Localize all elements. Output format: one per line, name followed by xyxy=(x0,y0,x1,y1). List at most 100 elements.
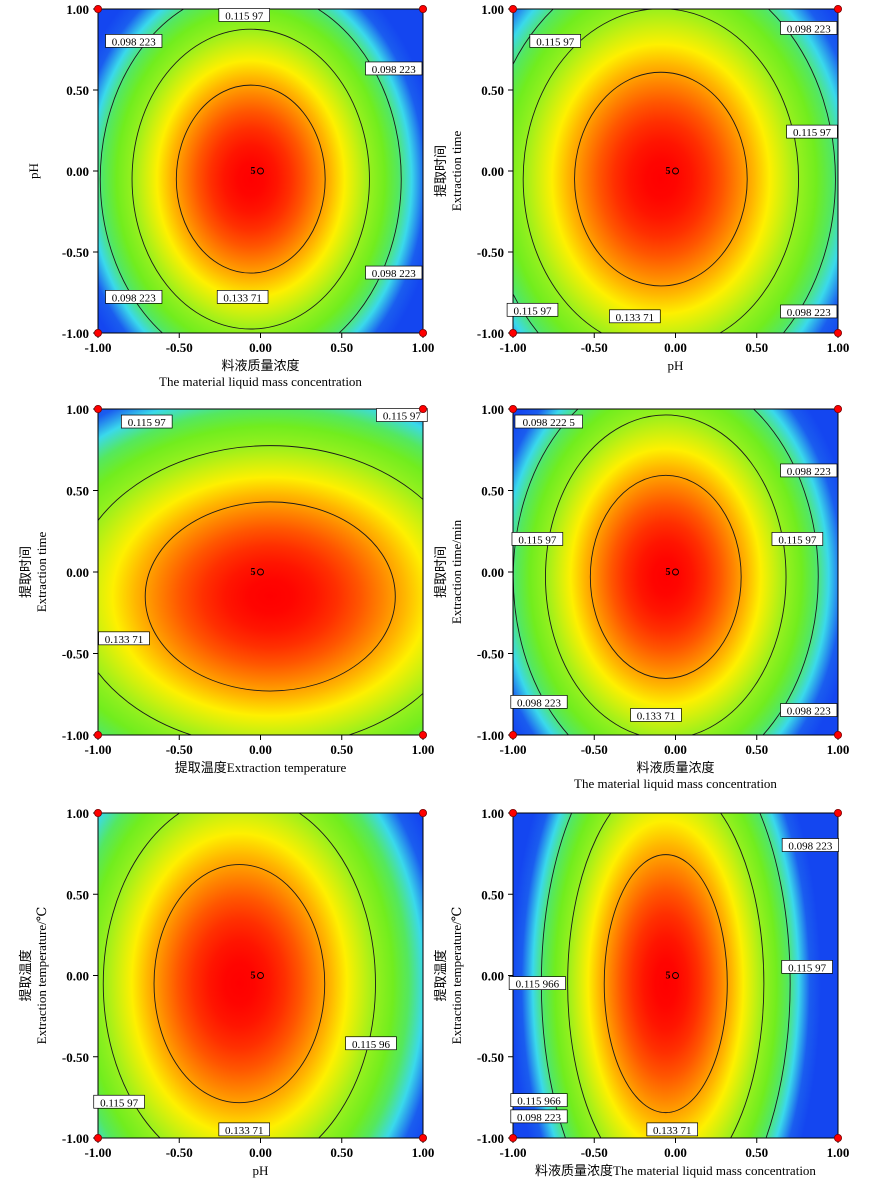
contour-label: 0.133 71 xyxy=(616,312,655,324)
contour-label: 0.115 966 xyxy=(516,979,560,991)
contour-label: 0.115 97 xyxy=(513,305,552,317)
center-point-count: 5 xyxy=(251,971,256,982)
y-axis-label: 提取时间 xyxy=(433,145,448,197)
x-axis-label: The material liquid mass concentration xyxy=(159,374,362,389)
y-tick-label: 1.00 xyxy=(66,402,89,417)
contour-label-box xyxy=(781,960,833,974)
contour-label-box xyxy=(218,8,271,22)
x-tick-label: -1.00 xyxy=(84,1145,111,1160)
contour-label-box xyxy=(771,532,824,546)
contour-label: 0.133 71 xyxy=(653,1125,692,1137)
x-tick-label: -0.50 xyxy=(581,340,608,355)
contour-label: 0.133 71 xyxy=(223,292,262,304)
x-tick-label: 0.00 xyxy=(249,742,272,757)
design-point xyxy=(834,328,843,337)
y-axis-label: Extraction time xyxy=(449,131,464,212)
contour-label-box xyxy=(630,708,682,722)
design-point xyxy=(508,404,517,413)
contour-line xyxy=(589,474,742,679)
y-tick-label: 0.00 xyxy=(481,969,504,984)
x-tick-label: -1.00 xyxy=(499,340,526,355)
x-tick-label: 1.00 xyxy=(412,340,435,355)
contour-label-box xyxy=(218,1122,271,1137)
contour-label: 0.115 966 xyxy=(517,1096,561,1108)
design-point xyxy=(418,1134,427,1143)
design-point xyxy=(508,5,517,13)
contour-label-box xyxy=(120,414,173,429)
contour-label-box xyxy=(780,304,838,319)
contour-label-box xyxy=(514,414,583,429)
x-axis-label: pH xyxy=(253,1163,269,1178)
contour-panel-4: -1.00 -0.50 0.00 0.50 1.00 -1.00 -0.50 0.00 0.50… xyxy=(433,402,849,791)
center-point xyxy=(672,167,679,175)
contour-line xyxy=(603,854,728,1114)
contour-label: 0.115 96 xyxy=(352,1039,391,1051)
contour-label: 0.133 71 xyxy=(637,710,676,722)
y-tick-label: -1.00 xyxy=(477,326,504,341)
contour-line xyxy=(102,813,376,1138)
y-axis-label: Extraction temperature/℃ xyxy=(34,907,49,1045)
y-tick-label: 0.50 xyxy=(481,83,504,98)
contour-label: 0.115 97 xyxy=(383,411,422,423)
x-tick-label: 1.00 xyxy=(827,1145,850,1160)
contour-line xyxy=(99,9,402,333)
contour-label-box xyxy=(98,631,150,646)
y-tick-label: 1.00 xyxy=(66,806,89,821)
x-tick-label: 0.00 xyxy=(249,340,272,355)
center-point-count: 5 xyxy=(251,166,256,177)
contour-label-box xyxy=(345,1036,397,1051)
contour-line xyxy=(513,9,836,333)
contour-line xyxy=(144,501,396,692)
contour-label-box xyxy=(780,463,838,478)
contour-line xyxy=(545,414,787,735)
contour-label: 0.115 97 xyxy=(793,127,832,139)
center-point-count: 5 xyxy=(666,971,671,982)
y-tick-label: 1.00 xyxy=(481,2,504,17)
contour-label: 0.098 223 xyxy=(372,64,417,76)
y-tick-label: 1.00 xyxy=(66,2,89,17)
contour-label-box xyxy=(786,124,838,139)
y-tick-label: -0.50 xyxy=(62,647,89,662)
response-surface xyxy=(513,409,838,735)
contour-label-box xyxy=(93,1094,145,1109)
contour-line xyxy=(131,28,370,330)
contour-label-box xyxy=(506,302,559,317)
x-tick-label: 0.00 xyxy=(664,340,687,355)
response-surface xyxy=(98,409,423,735)
response-surface xyxy=(98,9,423,333)
contour-label: 0.098 223 xyxy=(788,841,833,853)
contour-label: 0.115 97 xyxy=(788,962,827,974)
y-tick-label: -1.00 xyxy=(62,728,89,743)
contour-label: 0.115 97 xyxy=(100,1097,139,1109)
x-tick-label: 1.00 xyxy=(827,340,850,355)
response-surface xyxy=(98,813,423,1138)
contour-label: 0.115 97 xyxy=(128,417,167,429)
center-point-count: 5 xyxy=(251,567,256,578)
contour-label: 0.133 71 xyxy=(105,634,144,646)
x-tick-label: -0.50 xyxy=(166,1145,193,1160)
contour-panel-2: -1.00 -0.50 0.00 0.50 1.00 -1.00 -0.50 0.00 0.50… xyxy=(433,2,850,373)
contour-panel-3: -1.00 -0.50 0.00 0.50 1.00 -1.00 -0.50 0.00 0.50… xyxy=(18,402,434,775)
x-tick-label: 0.50 xyxy=(745,340,768,355)
response-surface xyxy=(513,813,838,1138)
contour-label-box xyxy=(365,61,423,76)
contour-label: 0.115 97 xyxy=(778,534,817,546)
y-tick-label: 0.00 xyxy=(481,164,504,179)
y-tick-label: 0.50 xyxy=(481,887,504,902)
x-tick-label: 0.50 xyxy=(745,742,768,757)
x-tick-label: -0.50 xyxy=(581,742,608,757)
y-axis-label: pH xyxy=(26,163,41,179)
x-axis-label: The material liquid mass concentration xyxy=(574,776,777,791)
contour-panel-6: -1.00 -0.50 0.00 0.50 1.00 -1.00 -0.50 0.00 0.50… xyxy=(433,806,850,1178)
design-point xyxy=(834,1134,843,1143)
x-tick-label: -1.00 xyxy=(499,1145,526,1160)
x-tick-label: 0.50 xyxy=(330,340,353,355)
y-tick-label: -1.00 xyxy=(477,1131,504,1146)
design-point xyxy=(94,5,103,13)
y-tick-label: 0.00 xyxy=(66,164,89,179)
contour-panel-5: -1.00 -0.50 0.00 0.50 1.00 -1.00 -0.50 0.00 0.50… xyxy=(18,806,434,1178)
contour-label-box xyxy=(508,976,566,990)
y-tick-label: 0.50 xyxy=(481,484,504,499)
x-tick-label: 0.00 xyxy=(664,742,687,757)
x-axis-label: 料液质量浓度 xyxy=(636,760,714,775)
